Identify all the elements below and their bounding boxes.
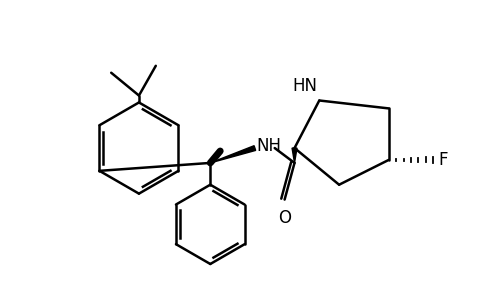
Polygon shape — [210, 146, 255, 163]
Polygon shape — [291, 148, 296, 163]
Text: HN: HN — [292, 76, 317, 95]
Text: NH: NH — [257, 137, 281, 155]
Text: F: F — [438, 151, 447, 169]
Text: O: O — [277, 209, 290, 227]
